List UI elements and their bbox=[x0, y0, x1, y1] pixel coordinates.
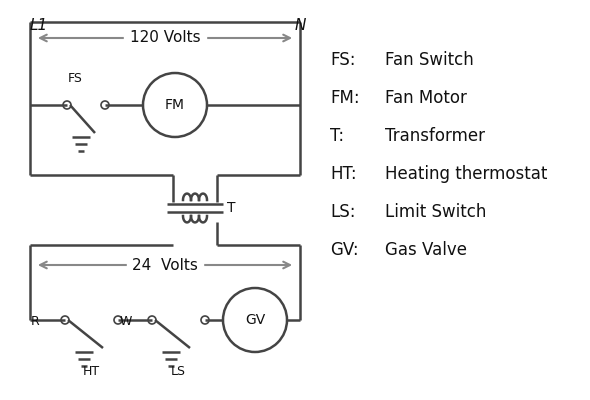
Text: Heating thermostat: Heating thermostat bbox=[385, 165, 548, 183]
Text: 24  Volts: 24 Volts bbox=[132, 258, 198, 272]
Text: T:: T: bbox=[330, 127, 344, 145]
Text: T: T bbox=[227, 201, 235, 215]
Text: Transformer: Transformer bbox=[385, 127, 485, 145]
Text: FM: FM bbox=[165, 98, 185, 112]
Text: Fan Switch: Fan Switch bbox=[385, 51, 474, 69]
Text: R: R bbox=[31, 315, 40, 328]
Text: W: W bbox=[120, 315, 132, 328]
Text: Fan Motor: Fan Motor bbox=[385, 89, 467, 107]
Text: FS: FS bbox=[68, 72, 83, 85]
Text: HT:: HT: bbox=[330, 165, 356, 183]
Text: L1: L1 bbox=[30, 18, 48, 33]
Text: N: N bbox=[294, 18, 306, 33]
Text: FS:: FS: bbox=[330, 51, 356, 69]
Text: FM:: FM: bbox=[330, 89, 360, 107]
Text: Limit Switch: Limit Switch bbox=[385, 203, 486, 221]
Text: LS:: LS: bbox=[330, 203, 356, 221]
Text: GV: GV bbox=[245, 313, 265, 327]
Text: GV:: GV: bbox=[330, 241, 359, 259]
Text: Gas Valve: Gas Valve bbox=[385, 241, 467, 259]
Text: HT: HT bbox=[83, 365, 100, 378]
Text: 120 Volts: 120 Volts bbox=[130, 30, 201, 46]
Text: LS: LS bbox=[171, 365, 186, 378]
